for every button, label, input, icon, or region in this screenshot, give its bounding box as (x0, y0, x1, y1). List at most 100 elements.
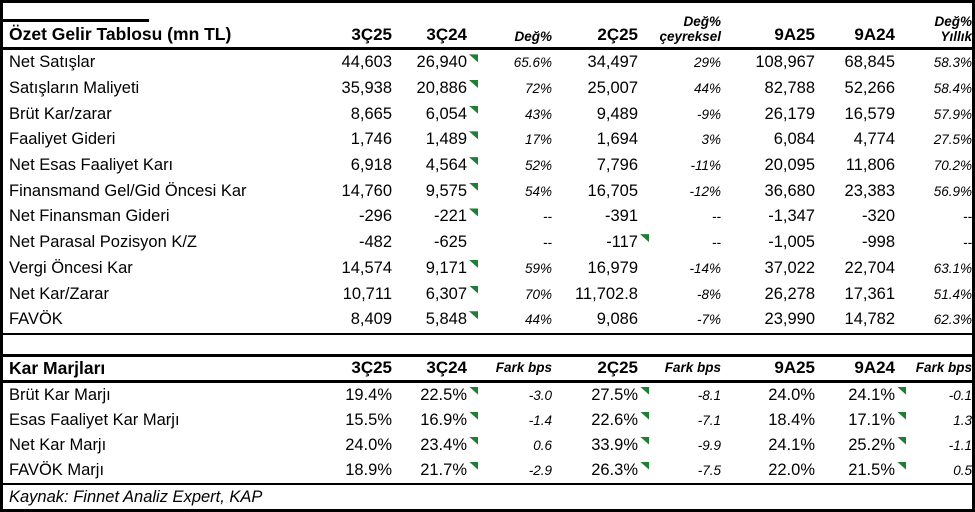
value-cell: 25,007 (587, 79, 638, 98)
value-cell: -1,347 (768, 207, 815, 226)
row-label: Faaliyet Gideri (9, 130, 116, 149)
table-row: Finansmand Gel/Gid Öncesi Kar 14,760 9,575… (3, 178, 972, 204)
value-cell: 6,307 (392, 285, 478, 304)
value-cell: -1.4 (528, 412, 552, 428)
value-cell: 63.1% (933, 260, 972, 276)
value-cell: 19.4% (345, 385, 392, 404)
value-cell: 5,848 (392, 310, 478, 329)
value-cell: 27.5% (933, 132, 972, 148)
value-cell: -7% (696, 312, 721, 328)
value-cell: 0.6 (533, 437, 552, 453)
col-header-9a24: 9A24 (854, 358, 895, 378)
green-change-triangle-icon (640, 411, 649, 420)
value-cell: 9,575 (392, 182, 478, 201)
col-header-deg-pct-yillik: Değ% Yıllık (934, 13, 972, 45)
value-cell: 43% (524, 106, 552, 122)
value-cell: 17,361 (844, 284, 895, 303)
value-cell: 11,702.8 (574, 284, 638, 303)
value-cell: -- (712, 235, 721, 251)
value-cell: -482 (358, 233, 392, 252)
value-cell: 20,095 (764, 156, 815, 175)
row-label: Vergi Öncesi Kar (9, 258, 133, 277)
value-cell: 22,704 (844, 258, 895, 277)
value-cell: 68,845 (844, 53, 895, 72)
value-cell: 0.5 (953, 462, 972, 478)
green-change-triangle-icon (897, 436, 906, 445)
row-label: Net Satışlar (9, 53, 96, 72)
table-row: Vergi Öncesi Kar 14,574 9,171 59% 16,979 -14%… (3, 256, 972, 282)
value-cell: 21.5% (815, 461, 906, 480)
value-cell: 8,665 (350, 104, 392, 123)
value-cell: -14% (689, 260, 721, 276)
value-cell: -1.1 (948, 437, 972, 453)
value-cell: 9,489 (596, 104, 638, 123)
row-label: Satışların Maliyeti (9, 79, 140, 98)
value-cell: -12% (689, 183, 721, 199)
table-row: Net Parasal Pozisyon K/Z -482 -625 -- -117 --… (3, 230, 972, 256)
col-header-fark-bps-2: Fark bps (664, 360, 721, 376)
col-header-fark-bps-1: Fark bps (495, 360, 552, 376)
value-cell: 4,564 (392, 156, 478, 175)
table-spacer (3, 335, 972, 354)
value-cell: 51.4% (933, 286, 972, 302)
value-cell: 70% (524, 286, 552, 302)
row-label: Net Esas Faaliyet Karı (9, 156, 174, 175)
row-label: Brüt Kar Marjı (9, 385, 111, 404)
value-cell: 24.0% (345, 435, 392, 454)
value-cell: -7.5 (697, 462, 721, 478)
green-change-triangle-icon (469, 131, 478, 140)
green-change-triangle-icon (469, 436, 478, 445)
col-header-deg-pct: Değ% (514, 29, 552, 45)
margins-table: Kar Marjları 3Ç25 3Ç24 Fark bps 2Ç25 Far… (3, 353, 972, 485)
value-cell: 36,680 (764, 181, 815, 200)
value-cell: -625 (433, 233, 467, 252)
value-cell: 16,579 (844, 104, 895, 123)
value-cell: 1,694 (596, 130, 638, 149)
value-cell: 9,086 (596, 310, 638, 329)
value-cell: 34,497 (587, 53, 638, 72)
value-cell: 1.3 (953, 412, 972, 428)
margins-table-header-row: Kar Marjları 3Ç25 3Ç24 Fark bps 2Ç25 Far… (3, 353, 972, 383)
value-cell: -2.9 (528, 462, 552, 478)
value-cell: 58.3% (933, 55, 972, 71)
value-cell: 27.5% (552, 386, 649, 405)
table-row: Brüt Kar/zarar 8,665 6,054 43% 9,489 -9% 26,17… (3, 101, 972, 127)
income-table-header-row: Özet Gelir Tablosu (mn TL) 3Ç25 3Ç24 Değ… (3, 3, 972, 50)
value-cell: 44% (693, 81, 721, 97)
table-row: Faaliyet Gideri 1,746 1,489 17% 1,694 3% 6,084… (3, 127, 972, 153)
green-change-triangle-icon (897, 411, 906, 420)
col-header-2c25: 2Ç25 (597, 358, 638, 378)
value-cell: 18.4% (768, 410, 815, 429)
value-cell: 52,266 (844, 79, 895, 98)
value-cell: 33.9% (552, 436, 649, 455)
col-header-2c25: 2Ç25 (597, 25, 638, 44)
value-cell: 65.6% (513, 55, 552, 71)
value-cell: -8% (696, 286, 721, 302)
table-row: Net Kar/Zarar 10,711 6,307 70% 11,702.8 -8% 26… (3, 281, 972, 307)
value-cell: -1,005 (768, 233, 815, 252)
source-note: Kaynak: Finnet Analiz Expert, KAP (9, 487, 263, 506)
value-cell: 6,054 (392, 105, 478, 124)
income-table-title: Özet Gelir Tablosu (mn TL) (9, 24, 232, 44)
value-cell: -7.1 (697, 412, 721, 428)
value-cell: -- (543, 235, 552, 251)
green-change-triangle-icon (469, 182, 478, 191)
title-top-border-segment (3, 19, 149, 22)
green-change-triangle-icon (469, 208, 478, 217)
value-cell: 35,938 (341, 79, 392, 98)
value-cell: 21.7% (392, 461, 478, 480)
green-change-triangle-icon (469, 80, 478, 89)
value-cell: 14,574 (341, 258, 392, 277)
green-change-triangle-icon (469, 54, 478, 63)
value-cell: 18.9% (345, 460, 392, 479)
value-cell: 6,918 (350, 156, 392, 175)
green-change-triangle-icon (469, 157, 478, 166)
value-cell: 25.2% (815, 436, 906, 455)
value-cell: 59% (524, 260, 552, 276)
value-cell: 22.6% (552, 411, 649, 430)
col-header-3c24: 3Ç24 (426, 358, 467, 378)
value-cell: 11,806 (845, 156, 895, 175)
row-label: FAVÖK (9, 310, 63, 329)
value-cell: -320 (861, 207, 895, 226)
